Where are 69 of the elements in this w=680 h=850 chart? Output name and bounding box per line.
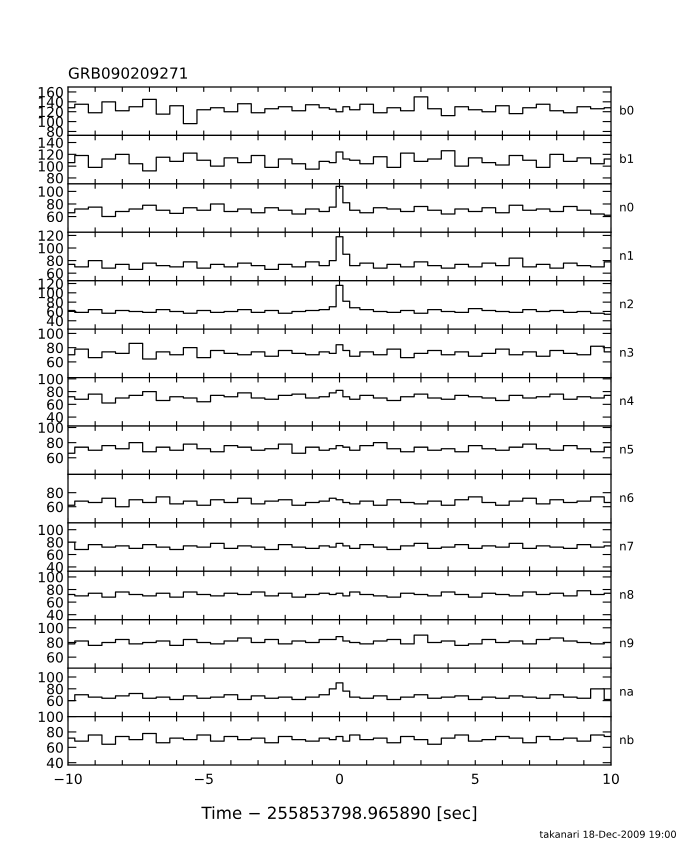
y-tick-label: 140 — [38, 137, 63, 148]
y-tick-label: 100 — [38, 572, 63, 582]
y-tick-label: 40 — [46, 316, 63, 326]
y-tick-label: 120 — [38, 230, 63, 241]
series-label: n0 — [620, 202, 634, 212]
y-tick-label: 80 — [47, 537, 63, 548]
y-tick-label: 40 — [46, 562, 63, 572]
legend-label: na — [620, 689, 633, 696]
x-tick-label: −10 — [54, 774, 82, 784]
series-label: n3 — [620, 348, 634, 357]
y-tick-label: 60 — [47, 549, 63, 560]
y-tick-label: 80 — [47, 584, 63, 595]
y-tick-label: 100 — [38, 242, 63, 254]
text: takanari 18-Dec-2009 19:00 — [540, 830, 676, 838]
series-label: n8 — [620, 590, 634, 599]
y-tick-label: 100 — [38, 672, 63, 682]
y-tick-label: 80 — [47, 386, 63, 398]
x-tick-label: 0 — [336, 774, 343, 784]
y-tick-label: 80 — [47, 198, 63, 210]
y-tick-label: 100 — [38, 374, 63, 384]
series-label: n9 — [620, 638, 634, 648]
y-tick-label: 40 — [46, 610, 63, 620]
y-tick-label: 120 — [38, 106, 63, 118]
y-tick-label: 80 — [47, 488, 63, 498]
y-tick-label: 60 — [47, 742, 63, 753]
y-tick-label: 80 — [47, 726, 63, 738]
series-label: n5 — [620, 444, 634, 454]
y-tick-label: 80 — [47, 637, 63, 648]
series-label: n6 — [620, 493, 634, 502]
legend-label: n7 — [620, 542, 634, 550]
legend-label: n4 — [620, 396, 634, 406]
y-tick-label: 60 — [47, 652, 63, 663]
y-tick-label: 80 — [47, 256, 63, 266]
legend-label: n1 — [620, 251, 634, 260]
series-label: n2 — [620, 299, 633, 308]
chart-title: GRB090209271 — [68, 67, 188, 79]
y-tick-label: 100 — [38, 116, 63, 128]
y-tick-label: 60 — [47, 696, 63, 706]
x-tick-label: −5 — [194, 774, 213, 784]
y-tick-label: 100 — [38, 622, 63, 634]
y-tick-label: 60 — [47, 597, 63, 608]
y-tick-label: 100 — [38, 328, 63, 339]
y-tick-label: 60 — [47, 399, 63, 410]
y-tick-label: 60 — [47, 356, 63, 368]
y-tick-label: 60 — [47, 452, 63, 464]
y-tick-label: 160 — [38, 86, 63, 98]
y-tick-label: 40 — [46, 412, 63, 423]
y-tick-label: 40 — [46, 758, 63, 768]
y-tick-label: 80 — [47, 684, 63, 694]
y-tick-label: 60 — [47, 268, 63, 279]
y-tick-label: 100 — [38, 422, 63, 433]
y-tick-label: 100 — [38, 712, 63, 722]
y-tick-label: 140 — [38, 96, 63, 108]
y-tick-label: 100 — [38, 524, 63, 536]
x-axis-title: Time − 255853798.965890 [sec] — [201, 806, 476, 822]
y-tick-label: 100 — [38, 186, 63, 197]
y-tick-label: 60 — [47, 502, 63, 512]
y-tick-label: 120 — [38, 149, 63, 160]
series-label: nb — [620, 735, 634, 744]
y-tick-label: 100 — [38, 161, 63, 172]
y-tick-label: 80 — [47, 172, 63, 184]
legend-label: b0 — [620, 106, 634, 115]
x-tick-label: 5 — [472, 774, 478, 784]
y-tick-label: 80 — [47, 126, 63, 137]
x-tick-label: 10 — [604, 774, 619, 784]
y-tick-label: 80 — [47, 438, 63, 448]
series-label: b1 — [620, 154, 634, 164]
y-tick-label: 60 — [47, 212, 63, 222]
y-tick-label: 80 — [47, 342, 63, 354]
